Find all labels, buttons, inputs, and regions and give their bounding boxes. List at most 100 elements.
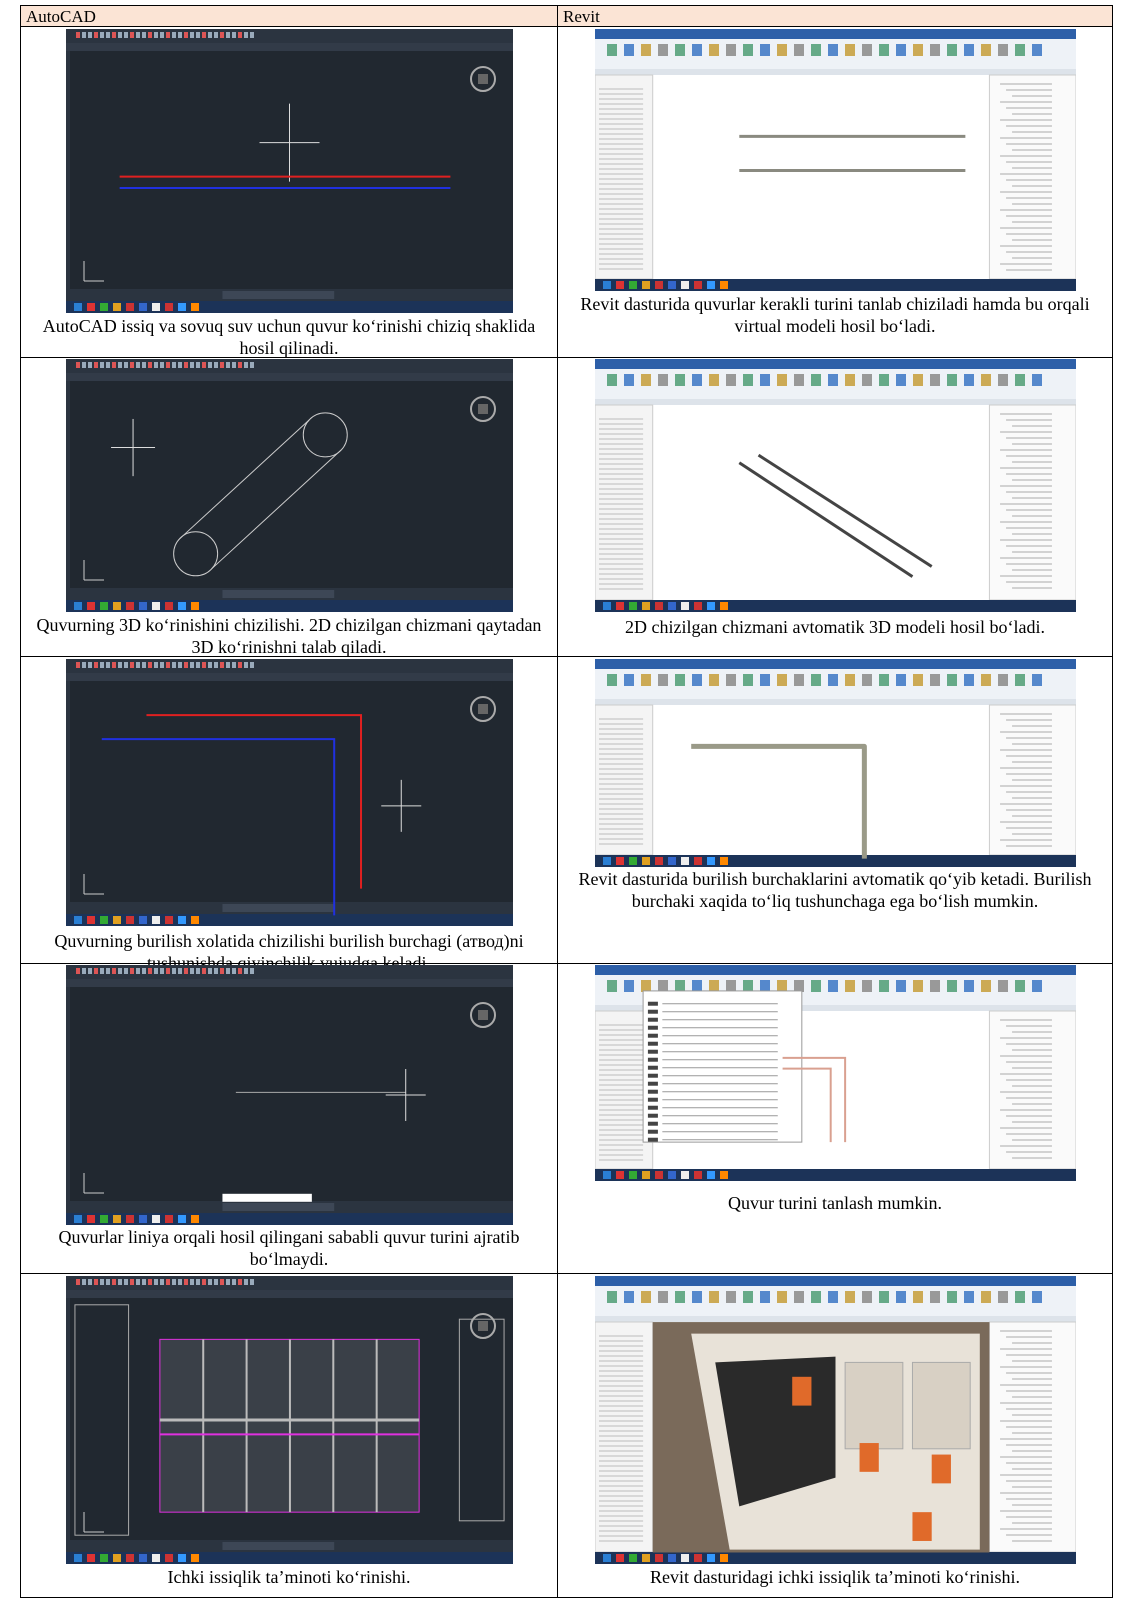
rect [136,362,140,368]
rect [709,1291,719,1303]
rect [130,32,134,38]
caption: AutoCAD issiq va sovuq suv uchun quvur k… [42,316,536,358]
table-cell: AutoCAD issiq va sovuq suv uchun quvur k… [20,26,558,358]
rect [642,990,803,1143]
rect [694,857,702,865]
rect [178,968,182,974]
rect [166,362,170,368]
rect [595,359,1076,369]
rect [595,1316,1076,1322]
rect [845,1291,855,1303]
rect [76,662,80,668]
rect [222,1203,335,1211]
rect [655,602,663,610]
rect [100,1554,108,1562]
rect [1015,374,1025,386]
rect [172,968,176,974]
rect [913,44,923,56]
rect [694,1554,702,1562]
rect [629,1171,637,1179]
rect [196,662,200,668]
rect [844,1361,904,1450]
rect [94,32,98,38]
rect [66,1552,513,1564]
rect [250,968,254,974]
screenshot [595,29,1076,291]
rect [896,44,906,56]
rect [641,980,651,992]
rect [720,281,728,289]
rect [675,44,685,56]
rect [126,602,134,610]
rect [616,857,624,865]
rect [607,1291,617,1303]
rect [641,374,651,386]
rect [642,602,650,610]
rect [76,362,80,368]
rect [879,44,889,56]
rect [148,968,152,974]
rect [603,1171,611,1179]
rect [947,44,957,56]
rect [76,968,80,974]
rect [142,32,146,38]
rect [743,674,753,686]
rect [930,980,940,992]
rect [709,674,719,686]
rect [998,674,1008,686]
rect [165,303,173,311]
rect [124,662,128,668]
rect [222,904,335,912]
rect [655,1171,663,1179]
rect [862,44,872,56]
table-cell: Quvur turini tanlash mumkin. [557,963,1113,1274]
rect [828,374,838,386]
rect [981,980,991,992]
rect [642,1171,650,1179]
rect [607,374,617,386]
rect [707,1171,715,1179]
rect [74,916,82,924]
nav-cube [470,1002,496,1028]
rect [595,69,1076,75]
rect [988,404,1076,601]
rect [100,602,108,610]
rect [244,662,248,668]
rect [136,32,140,38]
rect [112,968,116,974]
rect [136,662,140,668]
rect [106,362,110,368]
rect [647,1105,658,1110]
rect [244,968,248,974]
rect [647,1113,658,1118]
rect [178,1279,182,1285]
rect [126,303,134,311]
table-cell: Revit dasturida burilish burchaklarini a… [557,656,1113,964]
rect [913,980,923,992]
screenshot [66,1276,513,1564]
rect [130,662,134,668]
rect [777,44,787,56]
rect [964,44,974,56]
rect [707,857,715,865]
rect [595,1552,1076,1564]
rect [777,1291,787,1303]
rect [142,362,146,368]
rect [208,662,212,668]
rect [828,674,838,686]
rect [130,968,134,974]
rect [139,1554,147,1562]
rect [232,362,236,368]
rect [113,1554,121,1562]
rect [720,1171,728,1179]
rect [647,1017,658,1022]
rect [647,1001,658,1006]
rect [184,362,188,368]
rect [178,362,182,368]
rect [947,374,957,386]
rect [166,32,170,38]
rect [130,1279,134,1285]
rect [124,362,128,368]
rect [82,1279,86,1285]
